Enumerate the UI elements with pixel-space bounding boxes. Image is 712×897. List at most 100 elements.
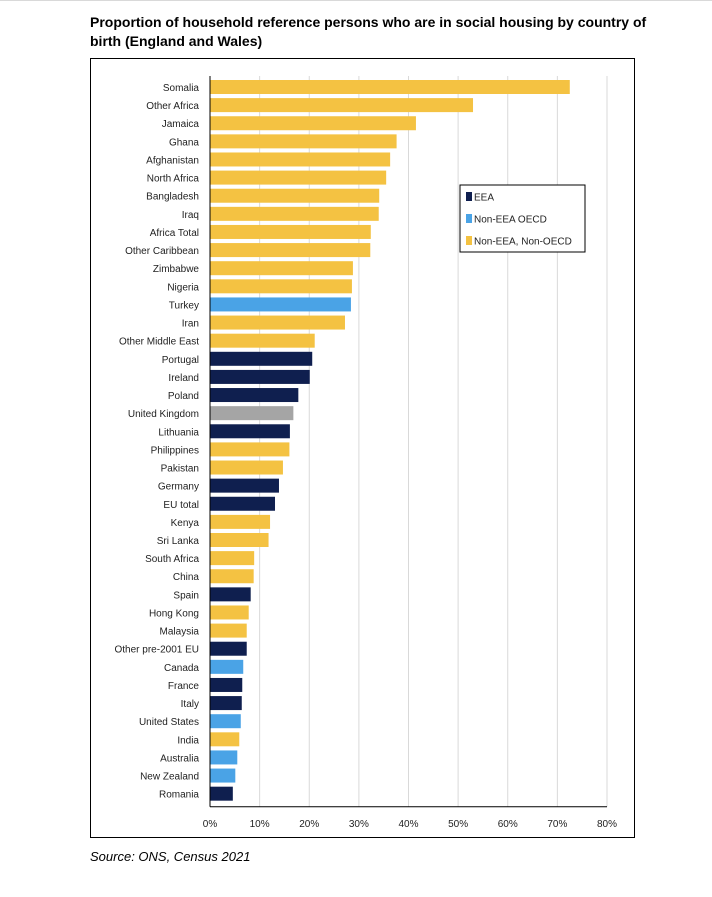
bar-united-kingdom — [210, 406, 294, 421]
bar-malaysia — [210, 623, 247, 638]
bar-india — [210, 732, 240, 747]
category-label: South Africa — [145, 554, 199, 565]
chart-frame — [90, 58, 635, 838]
bar-australia — [210, 750, 238, 765]
category-label: India — [177, 735, 199, 746]
x-tick-labels: 0% 10% 20% 30% 40% 50% 60% 70% 80% — [203, 819, 617, 830]
axes — [209, 76, 607, 808]
bar-zimbabwe — [210, 261, 353, 276]
bar-ireland — [210, 369, 310, 384]
x-tick-label: 40% — [398, 819, 418, 830]
category-label: Spain — [173, 590, 199, 601]
bar-nigeria — [210, 279, 352, 294]
legend-label: Non-EEA, Non-OECD — [474, 237, 572, 248]
bar-north-africa — [210, 170, 387, 185]
category-label: Sri Lanka — [157, 536, 200, 547]
bar-ghana — [210, 134, 397, 149]
bar-romania — [210, 786, 233, 801]
bar-united-states — [210, 714, 241, 729]
category-label: Lithuania — [158, 427, 199, 438]
category-label: Afghanistan — [146, 155, 199, 166]
legend-swatch-non-eea-non-oecd — [466, 236, 472, 245]
category-label: Zimbabwe — [153, 264, 200, 275]
bar-bangladesh — [210, 188, 380, 203]
x-tick-label: 50% — [448, 819, 468, 830]
bar-portugal — [210, 351, 313, 366]
bar-other-pre-2001-eu — [210, 641, 247, 656]
category-label: Bangladesh — [146, 192, 199, 203]
bar-lithuania — [210, 424, 290, 439]
x-tick-label: 60% — [498, 819, 518, 830]
category-label: Portugal — [162, 355, 199, 366]
legend-label: Non-EEA OECD — [474, 215, 547, 226]
category-label: China — [173, 572, 200, 583]
legend-swatch-eea — [466, 192, 472, 201]
category-label: Italy — [181, 699, 199, 710]
bar-canada — [210, 659, 244, 674]
category-label: Other Caribbean — [125, 246, 199, 257]
bar-philippines — [210, 442, 290, 457]
category-label: Other pre-2001 EU — [115, 645, 200, 656]
category-label: United States — [139, 717, 199, 728]
x-tick-label: 70% — [547, 819, 567, 830]
category-label: Turkey — [169, 300, 199, 311]
category-label: EU total — [163, 500, 199, 511]
legend-swatch-non-eea-oecd — [466, 214, 472, 223]
category-label: Jamaica — [162, 119, 200, 130]
category-label: New Zealand — [140, 772, 199, 783]
category-label: Nigeria — [167, 282, 199, 293]
category-label: Other Middle East — [119, 337, 199, 348]
chart-title: Proportion of household reference person… — [90, 14, 647, 49]
category-label: Australia — [160, 753, 199, 764]
category-label: Hong Kong — [149, 608, 199, 619]
category-label: Ireland — [168, 373, 199, 384]
x-tick-label: 30% — [349, 819, 369, 830]
bar-kenya — [210, 514, 271, 529]
category-label: Pakistan — [161, 464, 199, 475]
bars — [210, 80, 570, 801]
category-label: Philippines — [151, 445, 199, 456]
bar-sri-lanka — [210, 533, 269, 547]
x-tick-label: 10% — [250, 819, 270, 830]
x-tick-label: 80% — [597, 819, 617, 830]
category-label: Malaysia — [160, 627, 200, 638]
x-tick-label: 20% — [299, 819, 319, 830]
bar-south-africa — [210, 551, 255, 566]
category-label: Somalia — [163, 83, 200, 94]
category-label: United Kingdom — [128, 409, 199, 420]
bar-africa-total — [210, 224, 371, 239]
category-label: Ghana — [169, 137, 199, 148]
bar-jamaica — [210, 116, 416, 131]
top-divider — [0, 0, 712, 1]
bar-iran — [210, 315, 345, 330]
bar-somalia — [210, 80, 570, 94]
category-label: France — [168, 681, 200, 692]
source-note: Source: ONS, Census 2021 — [90, 849, 251, 864]
bar-spain — [210, 587, 251, 602]
category-label: Africa Total — [150, 228, 199, 239]
category-label: Canada — [164, 663, 199, 674]
bar-other-africa — [210, 98, 474, 113]
legend: EEA Non-EEA OECD Non-EEA, Non-OECD — [459, 184, 586, 253]
category-label: North Africa — [147, 174, 200, 185]
bar-other-middle-east — [210, 333, 315, 348]
bar-eu-total — [210, 496, 276, 511]
bar-china — [210, 569, 254, 584]
bar-hong-kong — [210, 605, 249, 620]
bar-italy — [210, 696, 242, 711]
category-labels: Somalia Other Africa Jamaica Ghana Afghanist… — [115, 83, 200, 801]
category-label: Germany — [158, 482, 199, 493]
bar-france — [210, 677, 243, 692]
bar-new-zealand — [210, 768, 236, 783]
bar-afghanistan — [210, 152, 391, 167]
category-label: Poland — [168, 391, 199, 402]
x-tick-label: 0% — [203, 819, 218, 830]
category-label: Iran — [182, 319, 199, 330]
bar-iraq — [210, 206, 379, 221]
legend-box — [459, 184, 586, 253]
category-label: Romania — [159, 790, 199, 801]
bar-pakistan — [210, 460, 283, 475]
category-label: Iraq — [182, 210, 199, 221]
category-label: Kenya — [171, 518, 200, 529]
